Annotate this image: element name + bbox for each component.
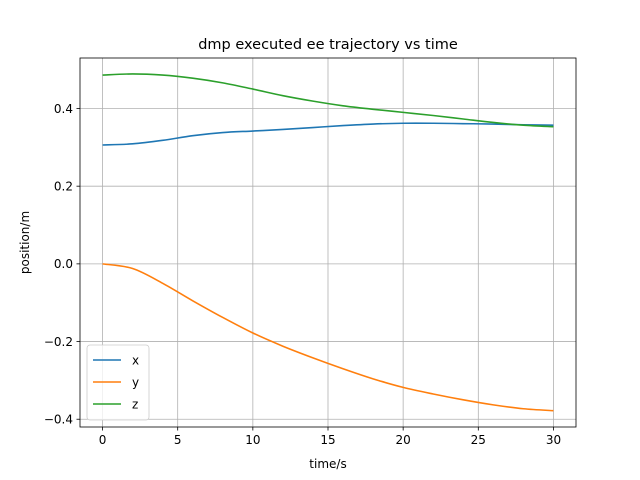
- y-tick-label: 0.0: [54, 257, 73, 271]
- x-tick-label: 10: [245, 433, 260, 447]
- x-tick-label: 20: [396, 433, 411, 447]
- x-tick-label: 5: [174, 433, 182, 447]
- grid: [80, 58, 576, 427]
- y-tick-label: 0.4: [54, 102, 73, 116]
- series-line-y: [102, 263, 554, 412]
- legend-label-y: y: [132, 376, 139, 390]
- axis-ticks: 0 5 10 15 20 25 30 −0.4 −0.2 0.0 0.2 0.4: [44, 102, 561, 447]
- legend-label-z: z: [132, 398, 138, 412]
- x-tick-label: 15: [320, 433, 335, 447]
- chart-title: dmp executed ee trajectory vs time: [198, 37, 458, 53]
- x-axis-label: time/s: [309, 457, 346, 471]
- legend: xyz: [86, 344, 150, 421]
- x-tick-label: 25: [471, 433, 486, 447]
- y-tick-label: −0.2: [44, 335, 73, 349]
- x-tick-label: 30: [546, 433, 561, 447]
- y-tick-label: 0.2: [54, 179, 73, 193]
- legend-label-x: x: [132, 354, 139, 368]
- series-line-x: [102, 122, 554, 146]
- y-tick-label: −0.4: [44, 413, 73, 427]
- series-lines: [102, 73, 554, 412]
- series-line-z: [102, 73, 554, 128]
- y-axis-label: position/m: [18, 211, 32, 274]
- x-tick-label: 0: [99, 433, 107, 447]
